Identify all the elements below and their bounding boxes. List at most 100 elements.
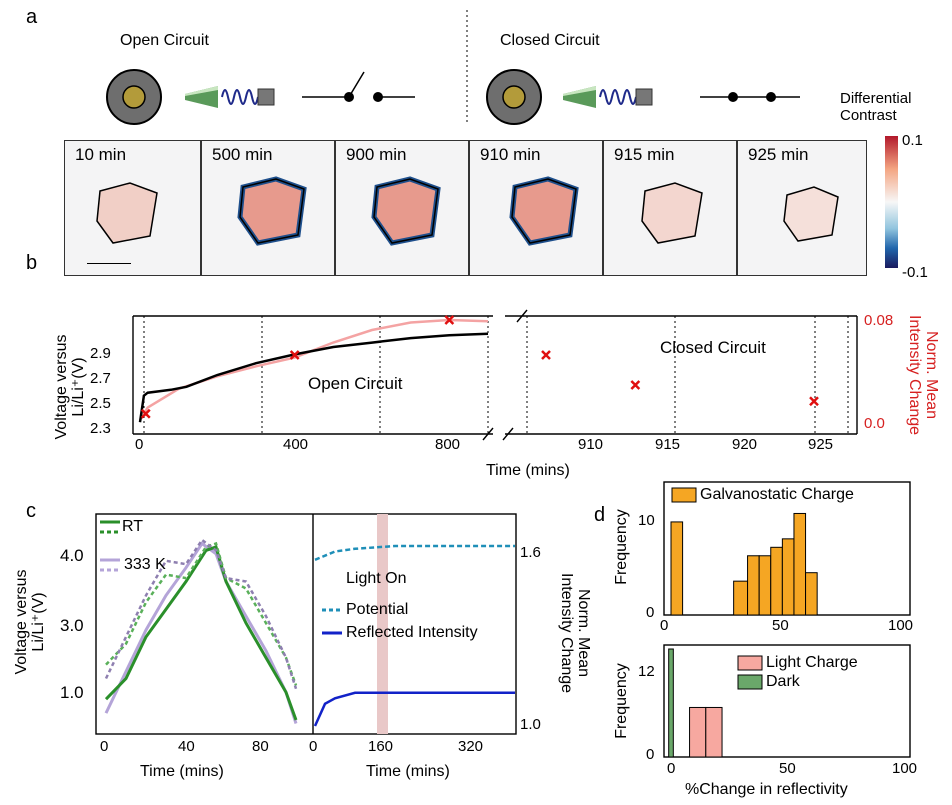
d-bottom-xtick: 50 [779, 760, 796, 777]
schematic-diagram [106, 10, 800, 125]
c-xtick: 40 [178, 738, 195, 755]
c-xtick: 80 [252, 738, 269, 755]
legend-333k: 333 K [124, 556, 166, 573]
closed-circuit-title: Closed Circuit [500, 32, 600, 49]
histogram-bar-light [689, 706, 707, 758]
c-xlabel-right: Time (mins) [366, 763, 450, 780]
intensity-line [138, 318, 489, 421]
c-series [104, 538, 515, 727]
legend-rt: RT [122, 518, 144, 535]
histogram-bar [747, 555, 760, 616]
d-bottom-xtick: 100 [892, 760, 918, 777]
colorbar-title: Differential Contrast [840, 90, 912, 124]
histogram-bar [793, 512, 807, 616]
panel-b-plot [132, 309, 858, 441]
d-bottom-xtick: 0 [667, 760, 676, 777]
objective-icon [185, 86, 275, 108]
panel-label-a: a [26, 6, 38, 28]
b-series [138, 315, 819, 423]
d-xlabel: %Change in reflectivity [685, 781, 848, 798]
c-xtick: 160 [368, 738, 394, 755]
tile-label: 925 min [748, 145, 809, 164]
tile-label: 10 min [75, 145, 127, 164]
d-bottom-ytick: 12 [638, 663, 655, 680]
tile-910min: 910 min [469, 140, 603, 276]
histogram-bar [781, 538, 795, 616]
c-xlabel-left: Time (mins) [140, 763, 224, 780]
b-ytick: 2.3 [90, 420, 111, 437]
c-y2tick: 1.6 [520, 544, 541, 561]
d-top-xtick: 0 [660, 617, 669, 634]
axis-break [482, 427, 494, 441]
c-xtick: 320 [458, 738, 484, 755]
tile-label: 500 min [212, 145, 273, 164]
axis-break [502, 427, 514, 441]
particle-image [96, 182, 158, 244]
d-top-xtick: 100 [888, 617, 914, 634]
tile-900min: 900 min [335, 140, 469, 276]
histogram-bar-dark [668, 648, 674, 758]
particle-image [641, 182, 703, 244]
d-series [668, 512, 818, 758]
light-on-label: Light On [346, 570, 407, 587]
tile-10min: 10 min [64, 140, 201, 276]
legend-dark: Dark [766, 673, 800, 690]
legend-light-swatch [737, 655, 763, 671]
c-xtick: 0 [309, 738, 318, 755]
b-ytick: 2.7 [90, 370, 111, 387]
electrode-icon-closed [486, 69, 542, 125]
d-bottom-ytick: 0 [646, 746, 655, 763]
scale-bar [87, 263, 131, 264]
panel-label-d: d [594, 504, 606, 526]
panel-label-c: c [26, 500, 36, 522]
histogram-bar [733, 580, 749, 616]
panel-label-b: b [26, 252, 38, 274]
light-on-band [377, 514, 388, 734]
b-xtick: 915 [655, 436, 681, 453]
b-xtick: 925 [808, 436, 834, 453]
legend-galv-swatch [671, 487, 697, 503]
b-xlabel: Time (mins) [486, 462, 570, 479]
colorbar [885, 136, 898, 268]
colorbar-max: 0.1 [902, 132, 923, 149]
legend-light: Light Charge [766, 654, 858, 671]
open-switch-icon [302, 71, 415, 102]
intensity-marker [140, 408, 151, 419]
closed-circuit-label: Closed Circuit [660, 338, 766, 357]
c-xtick: 0 [100, 738, 109, 755]
tile-label: 915 min [614, 145, 675, 164]
legend-potential-label: Potential [346, 601, 409, 618]
histogram-bar [805, 572, 818, 616]
histogram-bar [770, 546, 783, 616]
d-top-xtick: 50 [772, 617, 789, 634]
b-xtick: 400 [283, 436, 309, 453]
objective-icon-closed [563, 86, 653, 108]
d-top-ytick: 10 [638, 512, 655, 529]
particle-image [237, 176, 307, 246]
intensity-marker [444, 315, 455, 325]
b-y2tick: 0.0 [864, 415, 885, 432]
particle-image [783, 186, 839, 242]
reflected-line [313, 691, 515, 727]
d-bottom-frame [663, 644, 911, 758]
histogram-bar-light [705, 706, 723, 758]
legend-galv: Galvanostatic Charge [700, 486, 854, 503]
particle-image [371, 176, 441, 246]
b-xtick: 920 [732, 436, 758, 453]
potential-line [314, 544, 515, 561]
b-ytick: 2.9 [90, 345, 111, 362]
tile-915min: 915 min [603, 140, 737, 276]
line-333k-dashed [104, 538, 298, 690]
line-rt [104, 544, 298, 721]
histogram-bar [670, 521, 684, 616]
c-ytick: 4.0 [60, 546, 84, 565]
intensity-marker [630, 380, 641, 390]
b-xtick: 0 [135, 436, 144, 453]
c-frame [95, 513, 517, 735]
particle-image [509, 176, 579, 246]
closed-switch-icon [700, 92, 800, 102]
intensity-marker [541, 350, 551, 360]
b-xtick: 800 [435, 436, 461, 453]
